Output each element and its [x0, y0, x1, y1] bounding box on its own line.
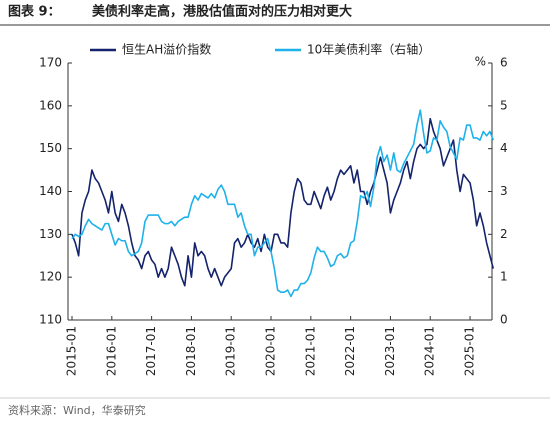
figure-label: 图表 9：	[8, 4, 61, 20]
legend-label: 10年美债利率（右轴）	[307, 42, 430, 57]
x-tick-label: 2022-01	[343, 326, 357, 376]
source: 资料来源：Wind，华泰研究	[8, 403, 146, 417]
y2-tick-label: 0	[500, 313, 508, 327]
y2-tick-label: 2	[500, 227, 508, 241]
y2-tick-label: 4	[500, 141, 508, 155]
y2-label: %	[475, 55, 486, 69]
x-tick-label: 2017-01	[144, 326, 158, 376]
y-tick-label: 110	[39, 313, 62, 327]
x-tick-label: 2023-01	[383, 326, 397, 376]
y-tick-label: 150	[39, 141, 62, 155]
x-tick-label: 2020-01	[264, 326, 278, 376]
x-tick-label: 2015-01	[65, 326, 79, 376]
y-tick-label: 120	[39, 270, 62, 284]
series-line	[71, 117, 495, 287]
chart-title: 美债利率走高，港股估值面对的压力相对更大	[92, 4, 352, 20]
legend-label: 恒生AH溢价指数	[122, 42, 211, 57]
y-tick-label: 130	[39, 227, 62, 241]
y-tick-label: 140	[39, 184, 62, 198]
y2-tick-label: 1	[500, 270, 508, 284]
y2-tick-label: 3	[500, 184, 508, 198]
x-tick-label: 2016-01	[104, 326, 118, 376]
x-tick-label: 2018-01	[184, 326, 198, 376]
x-tick-label: 2024-01	[423, 326, 437, 376]
x-tick-label: 2021-01	[303, 326, 317, 376]
x-tick-label: 2019-01	[224, 326, 238, 376]
y-tick-label: 160	[39, 98, 62, 112]
y-tick-label: 170	[39, 56, 62, 70]
series-line	[71, 109, 495, 298]
x-tick-label: 2025-01	[463, 326, 477, 376]
y2-tick-label: 5	[500, 98, 508, 112]
y2-tick-label: 6	[500, 56, 508, 70]
